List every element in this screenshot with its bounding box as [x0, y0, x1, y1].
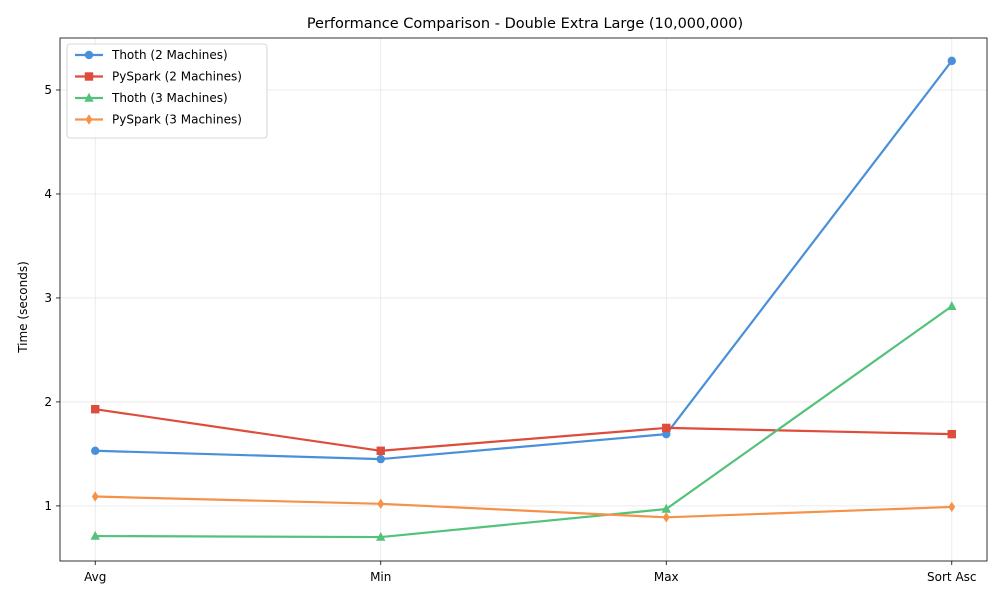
series-3 [90, 301, 957, 541]
data-point [948, 501, 956, 513]
legend-entry: PySpark (2 Machines) [75, 70, 242, 84]
data-point [662, 512, 670, 523]
data-point [91, 491, 99, 502]
legend-box [66, 43, 268, 139]
y-axis-title: Time (seconds) [16, 261, 30, 354]
data-point [947, 56, 956, 66]
y-tick-label: 2 [44, 395, 52, 409]
legend-marker [84, 92, 94, 102]
legend-entry: PySpark (3 Machines) [75, 113, 242, 127]
data-point [91, 446, 100, 455]
legend-marker [84, 72, 94, 81]
data-point [91, 404, 100, 414]
x-tick-label: Max [654, 570, 679, 584]
data-point [947, 301, 957, 310]
series-group [90, 56, 957, 541]
series-line [95, 495, 952, 519]
legend-entry: Thoth (3 Machines) [75, 91, 228, 105]
series-2 [91, 404, 956, 455]
legend-label: Thoth (2 Machines) [111, 48, 228, 62]
data-point [376, 531, 386, 541]
plot-frame [59, 37, 988, 562]
series-4 [91, 491, 956, 523]
series-line [95, 408, 952, 452]
legend-marker [84, 50, 94, 60]
legend-label: PySpark (3 Machines) [112, 113, 242, 127]
legend-label: Thoth (3 Machines) [111, 91, 228, 105]
legend-label: PySpark (2 Machines) [112, 70, 242, 84]
y-tick-label: 4 [44, 187, 52, 201]
legend: Thoth (2 Machines) PySpark (2 Machines) Th… [66, 43, 268, 139]
data-point [376, 446, 385, 455]
data-point [947, 429, 956, 439]
x-tick-label: Avg [84, 570, 106, 584]
series-line [95, 60, 953, 461]
legend-marker [85, 114, 93, 125]
grid-lines [60, 38, 987, 561]
axes: Avg Min Max Sort Asc 1 2 3 4 5 [44, 37, 988, 584]
legend-entry: Thoth (2 Machines) [75, 48, 228, 62]
chart-title: Performance Comparison - Double Extra La… [307, 16, 743, 32]
data-point [377, 498, 385, 510]
data-point [662, 423, 671, 433]
x-tick-label: Sort Asc [927, 570, 976, 584]
y-tick-label: 1 [44, 499, 52, 513]
y-tick-label: 5 [44, 83, 52, 97]
data-point [661, 503, 671, 513]
y-tick-label: 3 [44, 291, 52, 305]
series-line [95, 305, 953, 539]
data-point [376, 454, 385, 464]
data-point [90, 530, 100, 540]
x-tick-label: Min [370, 570, 391, 584]
